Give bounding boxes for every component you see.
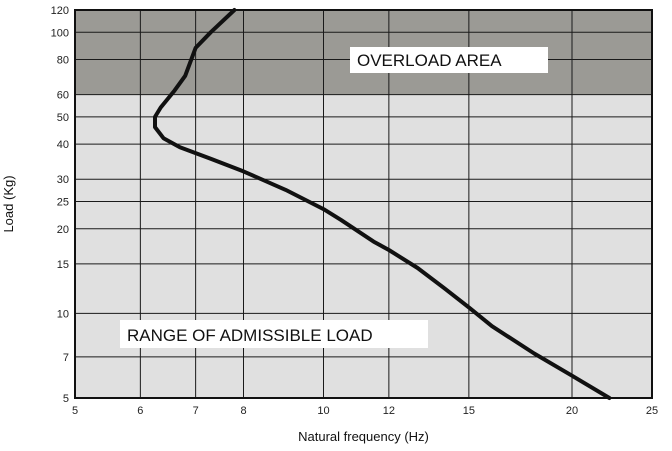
- y-tick-label: 25: [57, 197, 69, 209]
- x-tick-label: 10: [317, 405, 329, 417]
- y-tick-label: 100: [51, 27, 69, 39]
- y-tick-label: 7: [63, 352, 69, 364]
- load-frequency-curve: [153, 8, 612, 400]
- x-tick-label: 7: [193, 405, 199, 417]
- y-tick-label: 15: [57, 259, 69, 271]
- plot-frame: [74, 9, 653, 399]
- y-tick-label: 10: [57, 308, 69, 320]
- y-tick-label: 60: [57, 90, 69, 102]
- y-tick-label: 120: [51, 5, 69, 17]
- x-tick-label: 8: [240, 405, 246, 417]
- chart-series: [153, 8, 612, 400]
- x-tick-label: 12: [383, 405, 395, 417]
- admissible-region: [75, 94, 652, 399]
- x-tick-label: 20: [566, 405, 578, 417]
- x-tick-label: 5: [72, 405, 78, 417]
- region-label-box: [350, 47, 548, 73]
- y-tick-label: 50: [57, 112, 69, 124]
- x-tick-labels: 5 6 7 8 10 12 15 20 25: [72, 405, 658, 417]
- y-tick-label: 40: [57, 139, 69, 151]
- overload-area-label: OVERLOAD AREA: [357, 51, 502, 70]
- y-tick-label: 20: [57, 224, 69, 236]
- y-tick-labels: 5 7 10 15 20 25 30 40 50 60 80 100 120: [51, 5, 69, 405]
- y-tick-label: 80: [57, 55, 69, 67]
- admissible-load-label: RANGE OF ADMISSIBLE LOAD: [127, 326, 373, 345]
- chart-grid: [74, 9, 653, 399]
- y-axis-title: Load (Kg): [1, 175, 16, 232]
- y-tick-label: 30: [57, 174, 69, 186]
- x-tick-label: 15: [463, 405, 475, 417]
- region-labels: OVERLOAD AREA RANGE OF ADMISSIBLE LOAD: [120, 47, 548, 348]
- region-label-box: [120, 320, 428, 348]
- x-tick-label: 25: [646, 405, 658, 417]
- y-tick-label: 5: [63, 393, 69, 405]
- x-axis-title: Natural frequency (Hz): [298, 429, 429, 444]
- x-tick-label: 6: [137, 405, 143, 417]
